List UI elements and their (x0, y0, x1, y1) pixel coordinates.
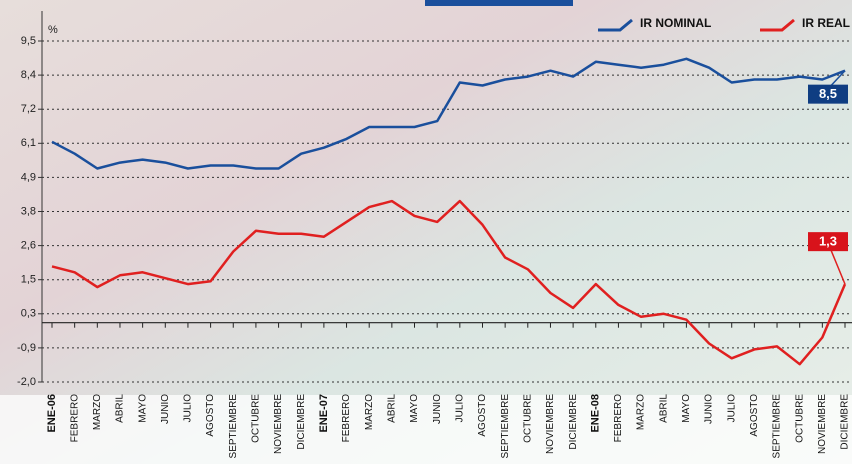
background (0, 0, 852, 464)
x-tick-label: MARZO (364, 394, 375, 430)
x-tick-label: MARZO (92, 394, 103, 430)
y-tick-label: 1,5 (21, 274, 36, 286)
x-tick-label: DICIEMBRE (296, 394, 307, 450)
x-tick-label: JULIO (454, 394, 465, 423)
x-tick-label: MARZO (636, 394, 647, 430)
x-tick-label: NOVIEMBRE (545, 394, 556, 454)
label-band (0, 395, 852, 464)
x-tick-label: ABRIL (386, 394, 397, 423)
x-tick-label: SEPTIEMBRE (500, 394, 511, 459)
x-tick-label: MAYO (137, 394, 148, 423)
legend-label: IR REAL (802, 16, 850, 30)
x-tick-label: SEPTIEMBRE (228, 394, 239, 459)
x-tick-label: MAYO (409, 394, 420, 423)
x-tick-label: JUNIO (160, 394, 171, 424)
x-tick-label: AGOSTO (749, 394, 760, 437)
x-tick-label: SEPTIEMBRE (772, 394, 783, 459)
x-tick-label: NOVIEMBRE (817, 394, 828, 454)
x-tick-label: ENE-07 (318, 394, 330, 433)
y-tick-label: 8,4 (21, 69, 36, 81)
x-tick-label: DICIEMBRE (568, 394, 579, 450)
x-tick-label: AGOSTO (205, 394, 216, 437)
y-tick-label: -2,0 (17, 376, 36, 388)
x-tick-label: ENE-08 (590, 394, 602, 433)
header-bar (425, 0, 573, 6)
y-axis-label: % (48, 24, 58, 36)
x-tick-label: ABRIL (115, 394, 126, 423)
y-tick-label: 0,3 (21, 308, 36, 320)
x-tick-label: NOVIEMBRE (273, 394, 284, 454)
y-tick-label: 9,5 (21, 35, 36, 47)
y-tick-label: 6,1 (21, 137, 36, 149)
legend-label: IR NOMINAL (640, 16, 711, 30)
x-tick-label: ABRIL (658, 394, 669, 423)
x-tick-label: JUNIO (432, 394, 443, 424)
x-tick-label: OCTUBRE (522, 394, 533, 443)
y-tick-label: 7,2 (21, 103, 36, 115)
chart: % 9,5 8,4 7,2 6,1 4,9 3,8 2,6 1,5 0,3 -0,9 -2,0 ENE… (0, 0, 852, 464)
x-tick-label: OCTUBRE (794, 394, 805, 443)
y-tick-label: 4,9 (21, 171, 36, 183)
x-tick-label: FEBRERO (341, 394, 352, 443)
x-tick-label: ENE-06 (46, 394, 58, 433)
value-label: 1,3 (819, 234, 837, 249)
x-tick-label: MAYO (681, 394, 692, 423)
x-tick-label: JUNIO (704, 394, 715, 424)
x-tick-label: AGOSTO (477, 394, 488, 437)
x-tick-label: FEBRERO (613, 394, 624, 443)
x-tick-label: FEBRERO (69, 394, 80, 443)
x-tick-label: DICIEMBRE (840, 394, 851, 450)
x-tick-label: JULIO (183, 394, 194, 423)
y-tick-label: 2,6 (21, 240, 36, 252)
y-tick-label: 3,8 (21, 205, 36, 217)
x-tick-label: OCTUBRE (251, 394, 262, 443)
value-label: 8,5 (819, 86, 837, 101)
y-tick-label: -0,9 (17, 342, 36, 354)
x-tick-label: JULIO (726, 394, 737, 423)
